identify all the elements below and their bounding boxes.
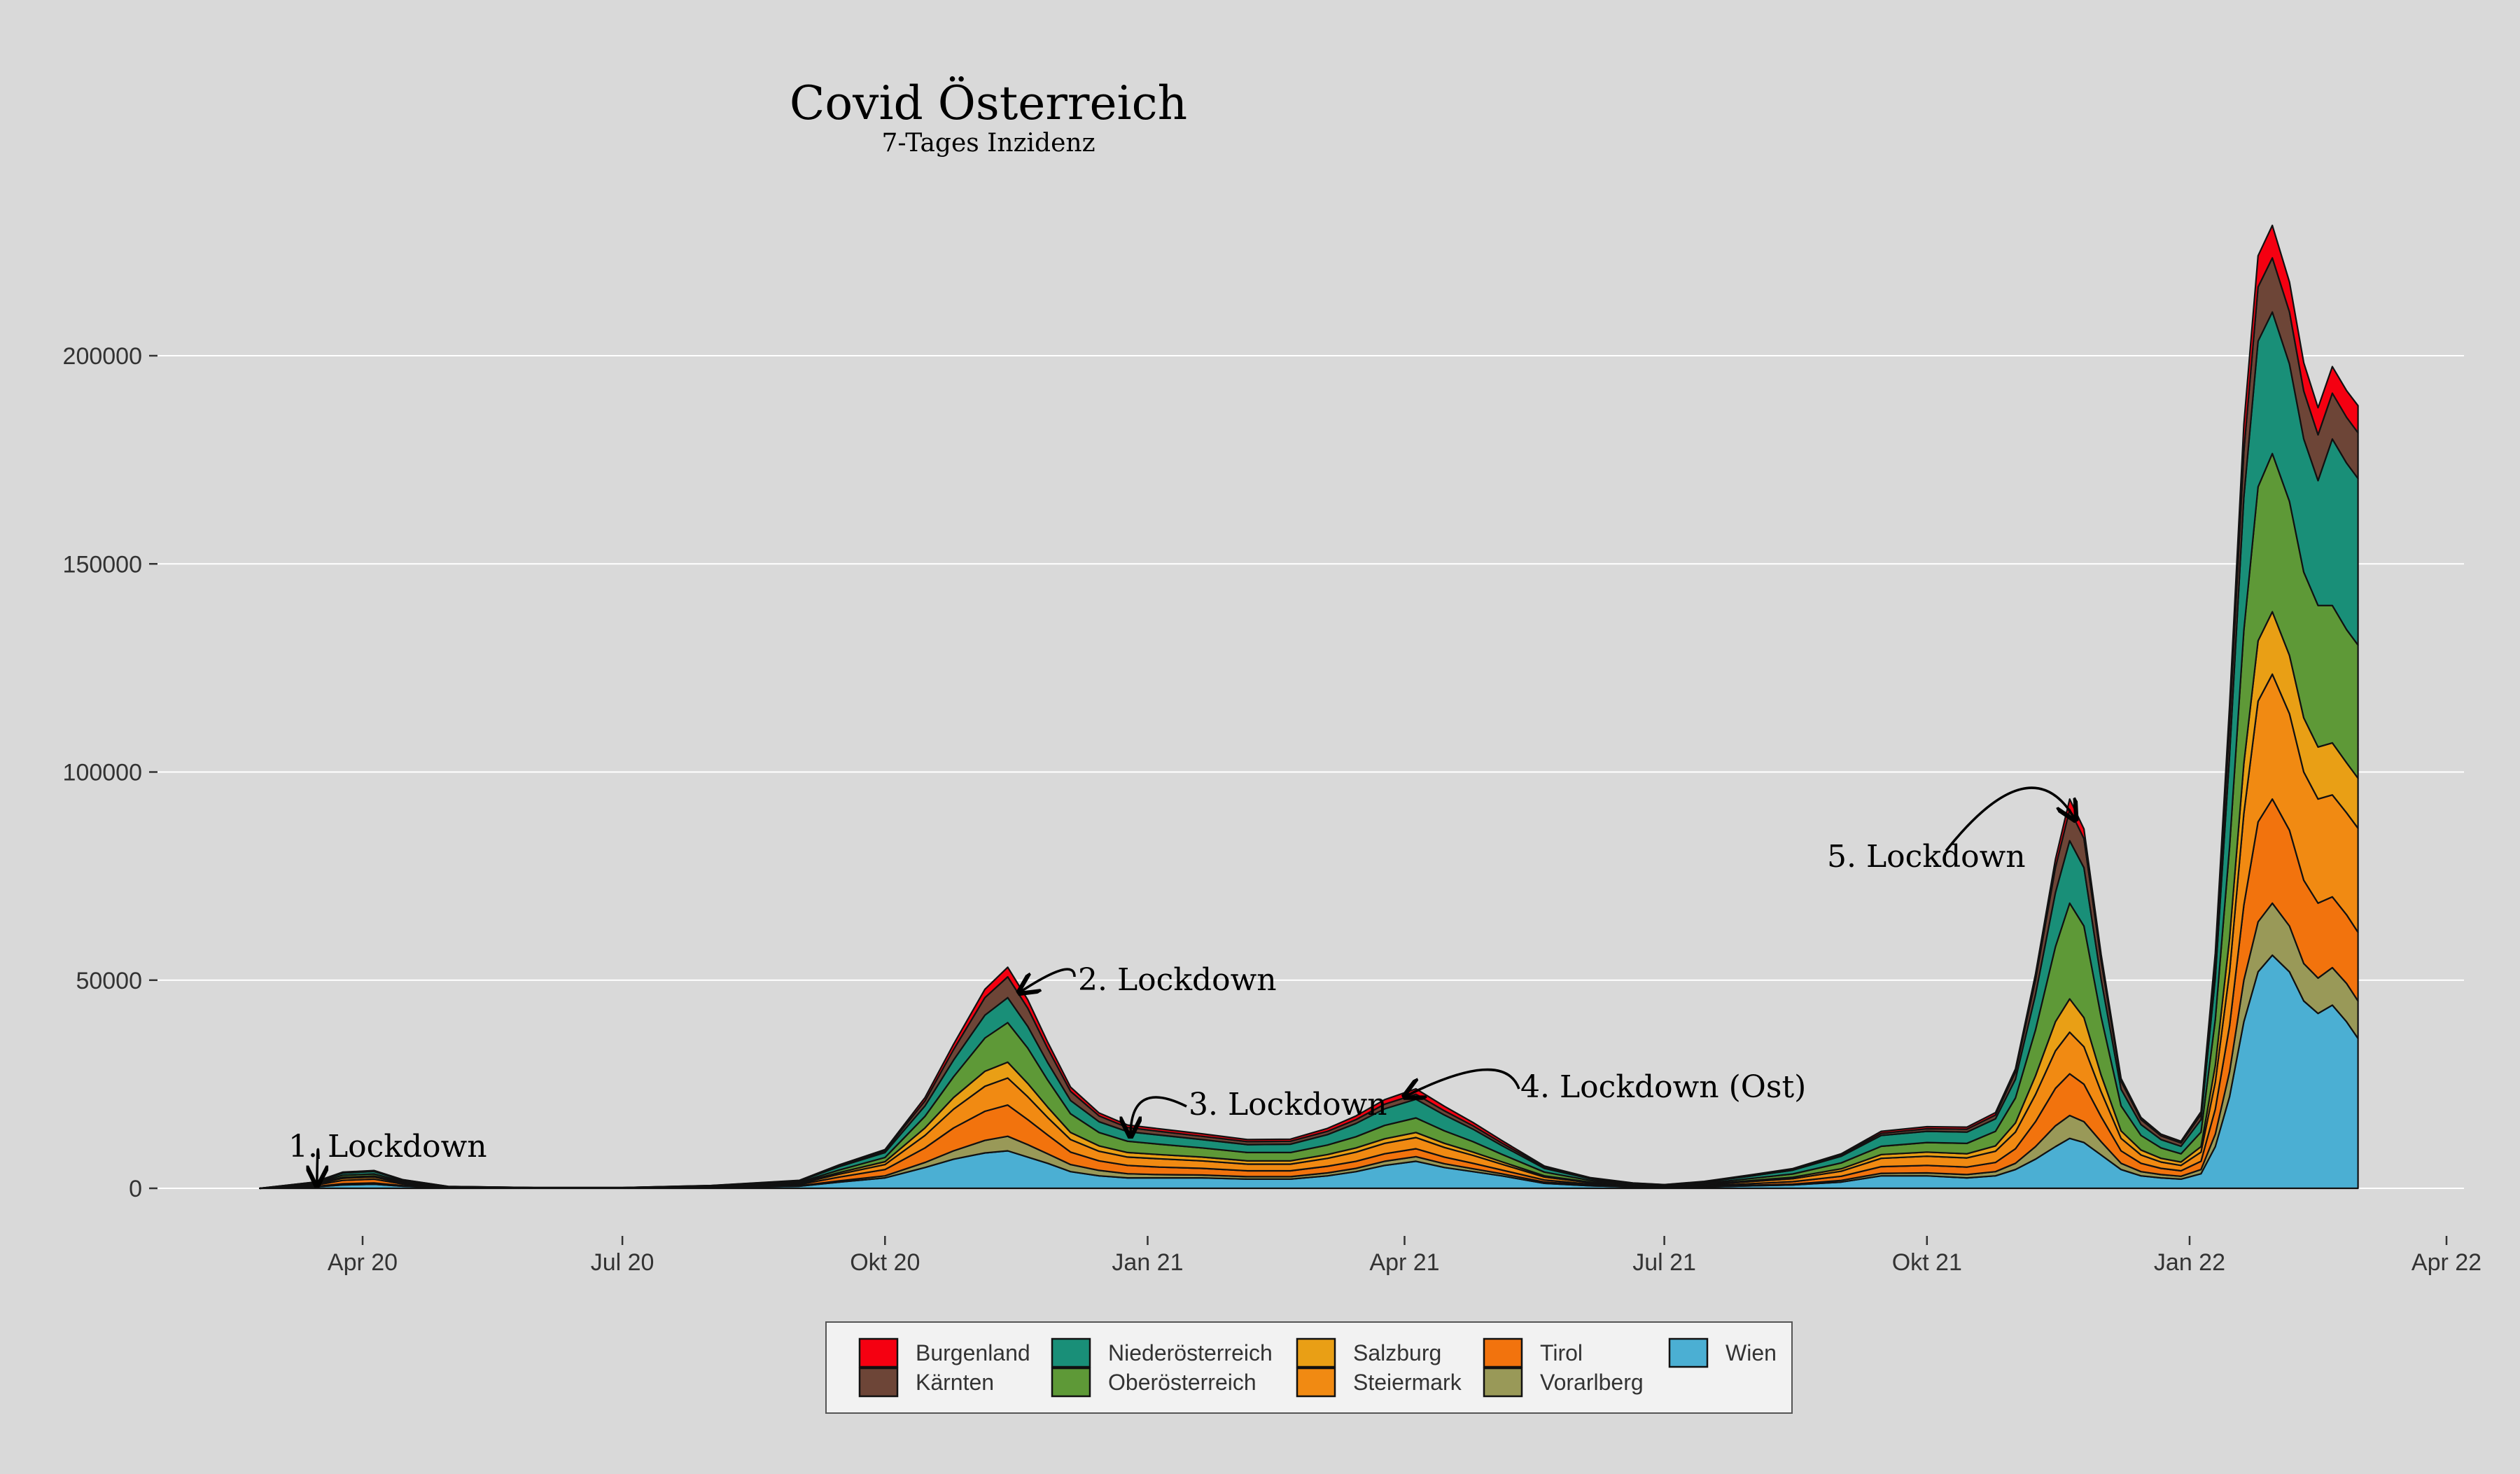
area-series <box>259 224 2359 1190</box>
y-tick-label: 50000 <box>76 968 142 994</box>
legend-swatch-tirol <box>1483 1337 1523 1368</box>
legend-swatch-wien <box>1668 1337 1709 1368</box>
annotation-arrow <box>1019 968 1076 992</box>
legend-swatch-salzburg <box>1296 1337 1336 1368</box>
x-tick-label: Apr 21 <box>1369 1249 1439 1276</box>
legend-label-tirol: Tirol <box>1540 1340 1583 1365</box>
annotation-label: 4. Lockdown (Ost) <box>1520 1069 1806 1105</box>
x-tick-label: Jul 21 <box>1632 1249 1696 1276</box>
y-tick-label: 200000 <box>63 343 142 370</box>
legend-label-burgenland: Burgenland <box>916 1340 1030 1365</box>
legend: Burgenland Kärnten Niederösterreich Oberöst… <box>825 1321 1793 1414</box>
x-tick-label: Okt 20 <box>850 1249 920 1276</box>
axes: 0 50000 100000 150000 200000 Apr 20 Jul 20 Okt … <box>63 343 2482 1276</box>
legend-swatch-steiermark <box>1296 1367 1336 1398</box>
x-tick-label: Apr 20 <box>328 1249 398 1276</box>
legend-swatch-niederoesterreich <box>1051 1337 1091 1368</box>
annotation-arrow <box>1130 1096 1187 1136</box>
legend-label-wien: Wien <box>1726 1340 1777 1365</box>
x-tick-label: Apr 22 <box>2412 1249 2482 1276</box>
legend-label-vorarlberg: Vorarlberg <box>1540 1370 1644 1395</box>
annotation-arrow <box>1405 1068 1520 1097</box>
annotation-label: 1. Lockdown <box>288 1129 487 1164</box>
chart-subtitle: 7-Tages Inzidenz <box>881 129 1095 158</box>
legend-label-oberoesterreich: Oberösterreich <box>1108 1370 1256 1395</box>
annotations: 1. Lockdown 2. Lockdown 3. Lockdown 4. Lock… <box>288 786 2076 1186</box>
legend-label-kaernten: Kärnten <box>916 1370 994 1395</box>
legend-swatch-kaernten <box>858 1367 899 1398</box>
chart-title: Covid Österreich <box>790 76 1187 130</box>
annotation-label: 3. Lockdown <box>1189 1087 1387 1122</box>
area-burgenland <box>259 224 2359 1190</box>
y-tick-label: 100000 <box>63 760 142 786</box>
annotation-label: 5. Lockdown <box>1827 839 2026 875</box>
legend-label-niederoesterreich: Niederösterreich <box>1108 1340 1273 1365</box>
annotation-arrow <box>317 1148 318 1185</box>
legend-swatch-vorarlberg <box>1483 1367 1523 1398</box>
y-tick-label: 0 <box>129 1176 142 1202</box>
x-tick-label: Jan 21 <box>1112 1249 1183 1276</box>
legend-swatch-oberoesterreich <box>1051 1367 1091 1398</box>
legend-label-steiermark: Steiermark <box>1353 1370 1462 1395</box>
annotation-arrow <box>1945 786 2076 852</box>
x-tick-label: Okt 21 <box>1892 1249 1962 1276</box>
legend-label-salzburg: Salzburg <box>1353 1340 1441 1365</box>
legend-swatch-burgenland <box>858 1337 899 1368</box>
x-tick-label: Jul 20 <box>591 1249 654 1276</box>
x-tick-label: Jan 22 <box>2154 1249 2225 1276</box>
y-tick-label: 150000 <box>63 551 142 578</box>
annotation-label: 2. Lockdown <box>1078 962 1277 998</box>
